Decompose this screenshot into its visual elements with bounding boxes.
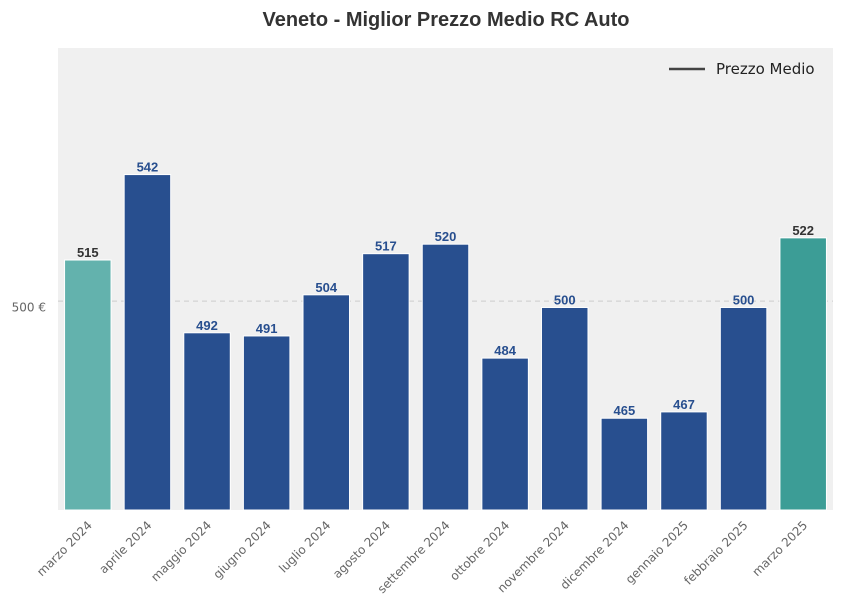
bars-group xyxy=(64,174,827,511)
value-label-9: 465 xyxy=(613,403,635,418)
x-tick-label-5: agosto 2024 xyxy=(330,518,393,581)
legend-label: Prezzo Medio xyxy=(716,60,815,78)
bar-0 xyxy=(64,259,112,511)
x-tick-label-12: marzo 2025 xyxy=(750,518,811,579)
x-tick-label-10: gennaio 2025 xyxy=(623,518,691,586)
x-tick-label-11: febbraio 2025 xyxy=(681,518,750,587)
x-tick-label-4: luglio 2024 xyxy=(276,518,333,575)
value-label-12: 522 xyxy=(792,223,814,238)
x-tick-label-0: marzo 2024 xyxy=(34,518,95,579)
value-label-0: 515 xyxy=(77,245,99,260)
value-label-10: 467 xyxy=(673,397,695,412)
bar-5 xyxy=(362,253,410,511)
value-label-3: 491 xyxy=(256,321,278,336)
y-axis: 500 € xyxy=(12,300,46,314)
bar-11 xyxy=(719,306,768,511)
bar-1 xyxy=(123,174,172,511)
chart-title: Veneto - Miglior Prezzo Medio RC Auto xyxy=(262,9,629,31)
x-tick-label-7: ottobre 2024 xyxy=(447,518,512,583)
value-label-4: 504 xyxy=(315,280,337,295)
bar-12 xyxy=(779,237,827,511)
value-label-6: 520 xyxy=(435,229,457,244)
value-label-5: 517 xyxy=(375,239,397,254)
bar-2 xyxy=(183,332,231,511)
value-label-2: 492 xyxy=(196,318,218,333)
bar-9 xyxy=(600,417,649,511)
value-label-8: 500 xyxy=(554,292,576,307)
value-labels-group: 515 542 492 491 504 517 520 484 500 465 467 500 522 xyxy=(77,160,814,419)
bar-4 xyxy=(302,294,351,511)
legend: Prezzo Medio xyxy=(669,60,815,78)
bar-8 xyxy=(540,306,589,511)
bar-6 xyxy=(421,243,470,511)
value-label-1: 542 xyxy=(137,160,159,175)
bar-10 xyxy=(660,411,708,511)
x-tick-label-1: aprile 2024 xyxy=(96,518,154,576)
x-tick-label-3: giugno 2024 xyxy=(211,518,274,581)
x-tick-label-2: maggio 2024 xyxy=(148,518,214,584)
bar-7 xyxy=(481,357,529,511)
value-label-7: 484 xyxy=(494,343,516,358)
bar-3 xyxy=(242,335,291,511)
y-tick-label-0: 500 € xyxy=(12,300,46,314)
value-label-11: 500 xyxy=(733,292,755,307)
